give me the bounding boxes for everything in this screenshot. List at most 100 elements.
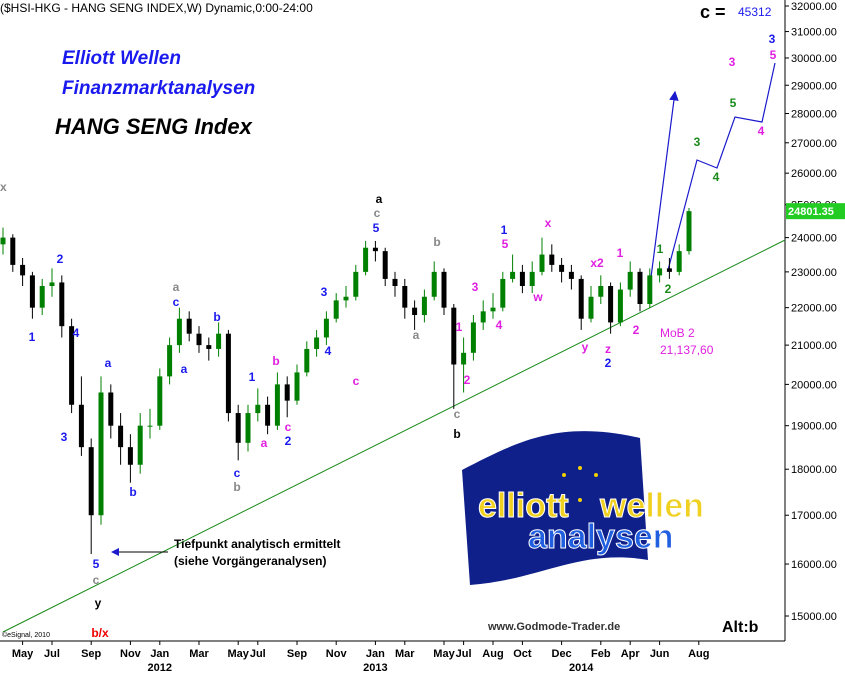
x-tick-label: Feb <box>591 648 611 660</box>
candle-body <box>323 318 329 338</box>
wave-label: 3 <box>694 135 701 149</box>
logo-flag <box>462 431 648 585</box>
wave-label: 3 <box>769 32 776 46</box>
x-tick-label: Mar <box>189 648 209 660</box>
wave-label: 2 <box>57 252 64 266</box>
candle-body <box>431 271 437 297</box>
wave-label: 1 <box>657 242 664 256</box>
wave-label: 5 <box>730 96 737 110</box>
candle-body <box>529 271 535 286</box>
wave-label: 2 <box>605 356 612 370</box>
x-tick-label: Nov <box>326 648 348 660</box>
wave-label: 4 <box>325 344 332 358</box>
x-tick-label: Mar <box>395 648 415 660</box>
x-tick-label: Jan <box>366 648 385 660</box>
candle-body <box>304 348 310 373</box>
candle-body <box>353 271 359 297</box>
wave-label: c <box>454 407 461 421</box>
x-tick-label: Dec <box>552 648 572 660</box>
year-label: 2013 <box>363 662 387 674</box>
y-tick-label: 19000.00 <box>791 421 837 433</box>
candle-body <box>167 345 173 377</box>
last-price-label: 24801.35 <box>788 206 834 218</box>
candle-body <box>245 413 251 443</box>
candle-body <box>549 254 555 265</box>
candle-body <box>539 254 545 272</box>
note: Tiefpunkt analytisch ermittelt <box>174 537 340 551</box>
candle-body <box>363 247 369 272</box>
wave-label: 5 <box>770 48 777 62</box>
candle-body <box>657 268 663 276</box>
chart-title: HANG SENG Index <box>55 114 253 139</box>
candle-body <box>235 413 241 443</box>
projection-path <box>667 62 776 271</box>
candle-body <box>421 296 427 316</box>
candle-body <box>39 285 45 308</box>
wave-label: w <box>532 290 543 304</box>
logo: elliott wellen analysen <box>462 431 704 585</box>
candle-body <box>265 404 271 426</box>
y-tick-label: 30000.00 <box>791 53 837 65</box>
wave-label: 3 <box>61 430 68 444</box>
wave-label: b <box>233 480 240 494</box>
candle-body <box>519 271 525 286</box>
candle-body <box>559 264 565 272</box>
candle-body <box>225 333 231 414</box>
wave-label: 2 <box>464 373 471 387</box>
wave-label: c <box>285 420 292 434</box>
candle-body <box>412 307 418 316</box>
y-tick-label: 16000.00 <box>791 559 837 571</box>
candle-body <box>118 425 124 448</box>
x-tick-label: Aug <box>482 648 503 660</box>
wave-label: 4 <box>73 326 80 340</box>
wave-label: 3 <box>321 285 328 299</box>
logo-text: elliott <box>478 487 569 525</box>
wave-label: a <box>413 328 420 342</box>
candle-body <box>196 333 202 346</box>
y-tick-label: 27000.00 <box>791 138 837 150</box>
candle-body <box>568 271 574 279</box>
logo-star <box>562 473 566 477</box>
candle-body <box>127 447 133 465</box>
y-tick-label: 32000.00 <box>791 1 837 13</box>
wave-label: c <box>234 466 241 480</box>
x-tick-label: May <box>227 648 249 660</box>
candle-body <box>274 384 280 426</box>
candle-body <box>29 275 35 308</box>
candle-body <box>392 278 398 286</box>
projection-arrow <box>649 90 679 286</box>
wave-label: 5 <box>502 237 509 251</box>
candle-body <box>314 337 320 349</box>
wave-label: b <box>129 485 136 499</box>
candle-body <box>333 300 339 319</box>
wave-label: 1 <box>501 223 508 237</box>
candle-body <box>500 278 506 308</box>
candle-body <box>108 392 114 426</box>
corner-mark: x <box>0 180 7 194</box>
candle-body <box>284 384 290 401</box>
candle-body <box>647 275 653 305</box>
y-tick-label: 23000.00 <box>791 267 837 279</box>
wave-label: 4 <box>758 124 765 138</box>
y-tick-label: 21000.00 <box>791 340 837 352</box>
candle-body <box>157 376 163 426</box>
last-price-tag <box>786 203 845 220</box>
candle-body <box>343 296 349 301</box>
x-tick-label: Sep <box>81 648 101 660</box>
logo-text: wellen <box>599 487 704 525</box>
candle-body <box>20 264 26 276</box>
target-value: 45312 <box>738 5 772 19</box>
x-tick-label: Jul <box>44 648 60 660</box>
year-label: 2014 <box>569 662 594 674</box>
wave-label: 3 <box>472 280 479 294</box>
y-tick-label: 31000.00 <box>791 27 837 39</box>
x-tick-label: Nov <box>120 648 142 660</box>
candle-body <box>69 326 75 405</box>
wave-label: 5 <box>93 557 100 571</box>
target-label: c = <box>700 2 726 22</box>
wave-label: a <box>173 280 180 294</box>
candle-body <box>372 247 378 252</box>
wave-label: a <box>261 436 268 450</box>
